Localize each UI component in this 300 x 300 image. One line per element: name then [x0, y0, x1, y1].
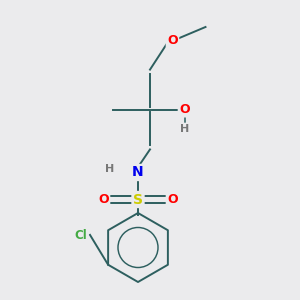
Text: S: S — [133, 193, 143, 206]
Text: Cl: Cl — [75, 229, 87, 242]
Text: O: O — [98, 193, 109, 206]
Text: O: O — [167, 34, 178, 47]
Text: H: H — [180, 124, 189, 134]
Text: N: N — [132, 166, 144, 179]
Text: H: H — [105, 164, 114, 175]
Text: O: O — [179, 103, 190, 116]
Text: O: O — [167, 193, 178, 206]
